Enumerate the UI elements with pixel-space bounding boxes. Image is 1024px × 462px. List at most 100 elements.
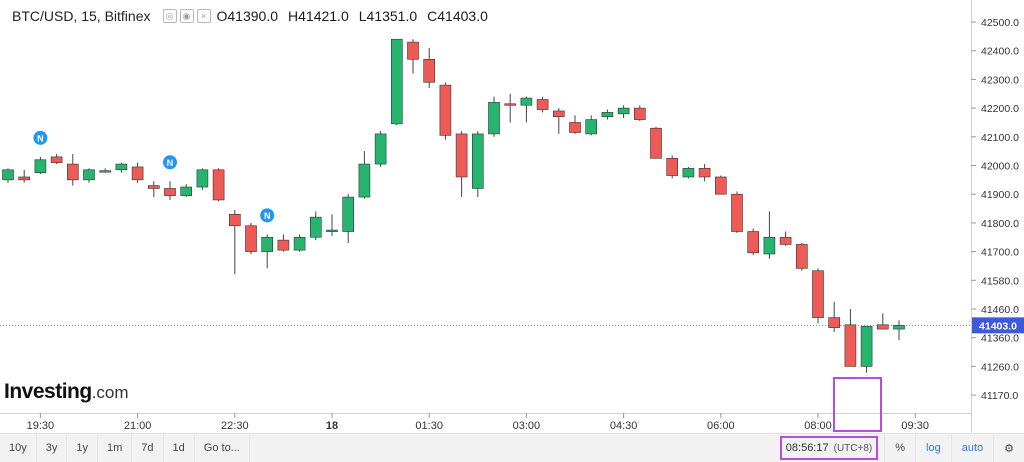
range-3y-button[interactable]: 3y: [37, 434, 68, 462]
candle: [390, 38, 403, 126]
x-tick-label: 19:30: [27, 420, 55, 432]
candle-body: [763, 236, 776, 255]
range-1d-button[interactable]: 1d: [164, 434, 195, 462]
y-tick-label: 42400.0: [981, 46, 1019, 58]
candle-body: [714, 176, 727, 195]
close-icon[interactable]: ×: [196, 9, 211, 23]
y-tick-label: 42500.0: [981, 17, 1019, 29]
candle-body: [536, 99, 549, 110]
candle: [860, 325, 873, 373]
candle-body: [18, 176, 31, 181]
candle: [423, 47, 436, 89]
price-chart[interactable]: N N N 42500.0 42400.0 42300.0 42200.0 42100.0 4…: [0, 0, 1024, 433]
ohlc-open: O41390.0: [216, 8, 279, 24]
clock-display: 08:56:17 (UTC+8): [779, 436, 879, 460]
candle-body: [67, 163, 79, 181]
goto-button[interactable]: Go to...: [195, 434, 250, 462]
candle: [471, 131, 484, 198]
x-tick-label: 21:00: [124, 420, 152, 432]
candle-body: [407, 41, 419, 60]
candle: [812, 268, 824, 324]
candle: [67, 154, 79, 186]
candle: [504, 93, 517, 123]
candle: [585, 115, 598, 136]
candle: [293, 234, 306, 252]
settings-icon[interactable]: ◎: [162, 9, 177, 23]
eye-icon[interactable]: ◉: [179, 9, 194, 23]
candle-body: [731, 193, 743, 232]
y-tick-label: 41800.0: [981, 218, 1019, 230]
percent-scale-button[interactable]: %: [884, 434, 915, 462]
x-tick-label: 22:30: [221, 420, 249, 432]
candle: [633, 105, 646, 122]
candle-body: [488, 102, 500, 135]
candle-body: [698, 168, 711, 178]
candle: [34, 156, 47, 175]
candle: [2, 168, 14, 183]
ohlc-high: H41421.0: [288, 8, 349, 24]
candle: [601, 109, 614, 120]
auto-scale-button[interactable]: auto: [950, 434, 993, 462]
candle: [196, 168, 209, 190]
last-price-badge: [972, 317, 1024, 334]
candle: [164, 181, 176, 200]
candle: [552, 108, 565, 134]
ohlc-low: L41351.0: [358, 8, 418, 24]
candle: [455, 131, 468, 198]
x-tick-label: 18: [326, 420, 338, 432]
candle-body: [423, 59, 436, 83]
candle-body: [148, 185, 160, 189]
candle: [795, 242, 808, 271]
range-1y-button[interactable]: 1y: [67, 434, 98, 462]
candle-body: [585, 119, 598, 135]
candle-body: [83, 169, 95, 181]
range-1m-button[interactable]: 1m: [98, 434, 133, 462]
candle: [747, 228, 760, 256]
last-price-label: 41403.0: [979, 320, 1017, 332]
symbol-title[interactable]: BTC/USD, 15, Bitfinex: [12, 8, 151, 24]
candle-body: [471, 133, 484, 189]
candle-body: [374, 133, 387, 165]
candle-body: [50, 156, 63, 163]
candle-body: [552, 110, 565, 118]
candle: [131, 162, 144, 183]
candle-body: [569, 122, 581, 133]
y-tick-label: 41700.0: [981, 247, 1019, 259]
highlight-box: [833, 377, 882, 432]
candle-body: [180, 186, 192, 196]
candle: [342, 194, 355, 243]
candle-body: [617, 107, 630, 115]
candle: [731, 191, 743, 233]
range-10y-button[interactable]: 10y: [0, 434, 37, 462]
range-7d-button[interactable]: 7d: [132, 434, 164, 462]
news-marker: N: [33, 130, 48, 145]
timezone-label[interactable]: (UTC+8): [833, 442, 873, 454]
candle: [229, 209, 241, 275]
candle: [358, 151, 371, 199]
x-tick-label: 04:30: [610, 420, 638, 432]
candle: [488, 96, 500, 137]
candle-body: [455, 133, 468, 178]
candle: [569, 115, 581, 134]
candle-body: [342, 196, 355, 232]
y-tick-label: 41900.0: [981, 189, 1019, 201]
y-tick-label: 41170.0: [981, 390, 1018, 402]
news-icon-label: N: [264, 211, 271, 221]
candle-body: [164, 188, 176, 196]
x-tick-label: 01:30: [415, 420, 443, 432]
x-tick-label: 08:00: [804, 420, 832, 432]
news-marker: N: [260, 208, 275, 223]
candle: [374, 131, 387, 167]
gear-icon[interactable]: ⚙: [993, 434, 1024, 462]
candle-body: [828, 317, 841, 328]
candle-body: [650, 127, 662, 159]
candle: [844, 309, 857, 367]
log-scale-button[interactable]: log: [915, 434, 951, 462]
x-tick-label: 03:00: [513, 420, 541, 432]
y-tick-label: 42000.0: [981, 161, 1019, 173]
candle: [99, 168, 111, 173]
y-tick-label: 42100.0: [981, 132, 1019, 144]
candle: [180, 184, 192, 198]
candle: [828, 301, 841, 332]
news-icon: [260, 208, 275, 223]
